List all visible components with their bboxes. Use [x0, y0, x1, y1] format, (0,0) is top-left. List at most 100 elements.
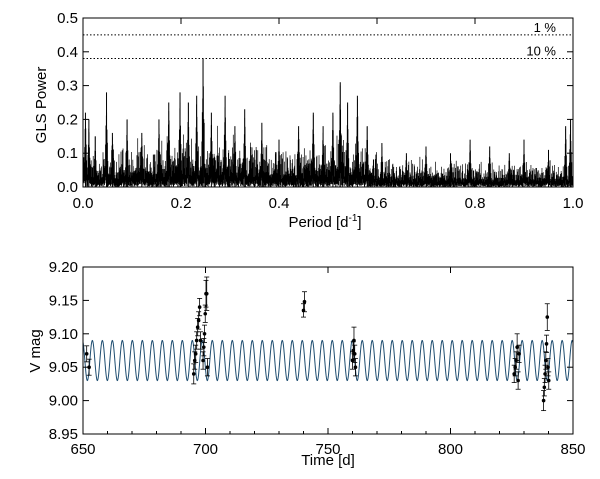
lightcurve-point-32 — [542, 364, 548, 383]
lightcurve-x-label: Time [d] — [301, 452, 355, 469]
lightcurve-marker-4 — [193, 352, 198, 356]
lightcurve-marker-2 — [191, 372, 196, 376]
lightcurve-panel: 650 700 750 800 850 8.95 9.00 9.05 9.10 9.15 9.20… — [27, 259, 586, 469]
lightcurve-point-34 — [544, 334, 550, 353]
lightcurve-marker-31 — [542, 385, 547, 390]
lightcurve-y-label: V mag — [27, 329, 44, 372]
lightcurve-point-16 — [204, 358, 210, 377]
periodogram-y-label: GLS Power — [33, 67, 50, 144]
periodogram-x-label-main: Period [d — [288, 214, 348, 231]
lightcurve-y-tick-label-4: 9.15 — [49, 292, 78, 309]
lightcurve-point-10 — [200, 351, 206, 370]
lightcurve-point-13 — [202, 304, 208, 323]
lightcurve-marker-23 — [353, 365, 358, 370]
lightcurve-marker-5 — [194, 338, 199, 343]
periodogram-x-label-sup: -1 — [348, 213, 357, 224]
periodogram-x-tick-label-0: 0.0 — [73, 195, 94, 212]
periodogram-y-tick-label-0: 0.0 — [57, 179, 78, 196]
lightcurve-marker-19 — [350, 358, 355, 363]
lightcurve-point-9 — [198, 331, 204, 350]
lightcurve-marker-10 — [201, 358, 205, 363]
periodogram-x-label-close: ] — [357, 214, 361, 231]
lightcurve-x-tick-label-4: 850 — [560, 441, 585, 458]
lightcurve-marker-8 — [197, 305, 202, 309]
lightcurve-x-tick-label-1: 700 — [193, 441, 218, 458]
lightcurve-y-tick-label-5: 9.20 — [49, 259, 78, 276]
lightcurve-point-12 — [202, 324, 208, 343]
lightcurve-point-2 — [191, 363, 197, 385]
lightcurve-point-11 — [201, 338, 207, 357]
lightcurve-x-tick-label-0: 650 — [70, 441, 95, 458]
lightcurve-marker-32 — [543, 372, 547, 376]
lightcurve-marker-1 — [87, 365, 91, 370]
periodogram-x-tick-label-1: 0.2 — [171, 195, 192, 212]
lightcurve-y-tick-label-2: 9.05 — [49, 359, 78, 376]
periodogram-x-tick-label-3: 0.6 — [367, 195, 388, 212]
periodogram-y-tick-label-3: 0.3 — [57, 78, 78, 95]
lightcurve-marker-29 — [517, 352, 521, 356]
periodogram-y-tick-label-5: 0.5 — [57, 10, 78, 27]
lightcurve-point-5 — [194, 331, 200, 350]
lightcurve-point-15 — [204, 276, 210, 311]
lightcurve-marker-22 — [352, 352, 357, 356]
lightcurve-point-36 — [545, 358, 551, 377]
lightcurve-marker-36 — [546, 365, 550, 370]
lightcurve-marker-33 — [544, 358, 548, 363]
lightcurve-marker-16 — [205, 365, 210, 370]
lightcurve-y-ticks: 8.95 9.00 9.05 9.10 9.15 9.20 — [49, 259, 573, 443]
lightcurve-point-30 — [541, 390, 547, 412]
periodogram-frame — [82, 17, 574, 188]
lightcurve-marker-13 — [203, 311, 208, 316]
lightcurve-marker-30 — [541, 398, 546, 403]
lightcurve-marker-21 — [352, 338, 356, 343]
periodogram-y-tick-label-1: 0.1 — [57, 145, 78, 162]
lightcurve-point-8 — [197, 297, 203, 317]
lightcurve-point-33 — [543, 351, 549, 370]
lightcurve-marker-37 — [546, 378, 551, 383]
lightcurve-x-tick-label-3: 800 — [438, 441, 463, 458]
periodogram-x-ticks: 0.0 0.2 0.4 0.6 0.8 1.0 — [73, 18, 584, 212]
lightcurve-point-7 — [196, 311, 202, 330]
lightcurve-point-37 — [546, 371, 552, 390]
lightcurve-x-tick-label-2: 750 — [315, 441, 340, 458]
periodogram-plot-area: 1 % 10 % — [82, 20, 574, 187]
lightcurve-point-1 — [86, 358, 92, 376]
lightcurve-point-23 — [352, 358, 358, 377]
fap-level-label-0: 1 % — [534, 20, 557, 35]
lightcurve-marker-11 — [201, 345, 206, 349]
periodogram-y-tick-label-2: 0.2 — [57, 111, 78, 128]
lightcurve-y-tick-label-3: 9.10 — [49, 326, 78, 343]
periodogram-series-line — [82, 60, 574, 187]
lightcurve-marker-12 — [202, 332, 207, 336]
lightcurve-point-29 — [516, 344, 522, 363]
lightcurve-marker-9 — [198, 338, 203, 343]
periodogram-x-tick-label-5: 1.0 — [563, 195, 584, 212]
periodogram-x-label: Period [d-1] — [288, 213, 361, 231]
lightcurve-x-ticks: 650 700 750 800 850 — [70, 267, 586, 458]
lightcurve-frame — [82, 266, 574, 435]
periodogram-y-tick-label-4: 0.4 — [57, 44, 78, 61]
lightcurve-point-17 — [301, 303, 306, 318]
lightcurve-point-31 — [541, 378, 547, 397]
lightcurve-marker-28 — [516, 378, 520, 383]
lightcurve-y-tick-label-1: 9.00 — [49, 393, 78, 410]
periodogram-y-ticks: 0.0 0.1 0.2 0.3 0.4 0.5 — [57, 10, 573, 196]
lightcurve-marker-18 — [302, 299, 307, 304]
lightcurve-point-28 — [515, 371, 521, 390]
lightcurve-marker-0 — [84, 352, 89, 356]
lightcurve-y-tick-label-0: 8.95 — [49, 426, 78, 443]
periodogram-x-tick-label-4: 0.8 — [465, 195, 486, 212]
lightcurve-marker-7 — [196, 318, 201, 323]
lightcurve-marker-35 — [545, 315, 550, 319]
lightcurve-model-curve — [82, 339, 574, 382]
lightcurve-marker-15 — [204, 291, 209, 296]
lightcurve-point-4 — [193, 344, 199, 363]
lightcurve-point-22 — [352, 344, 358, 363]
lightcurve-marker-27 — [515, 345, 519, 349]
periodogram-panel: 1 %10 % 0.0 0.2 0.4 0.6 0.8 1.0 0.00.10.20.30… — [33, 10, 583, 231]
lightcurve-point-35 — [544, 303, 550, 331]
fap-level-label-1: 10 % — [526, 44, 556, 59]
lightcurve-plot-area — [82, 276, 574, 412]
periodogram-x-tick-label-2: 0.4 — [269, 195, 290, 212]
